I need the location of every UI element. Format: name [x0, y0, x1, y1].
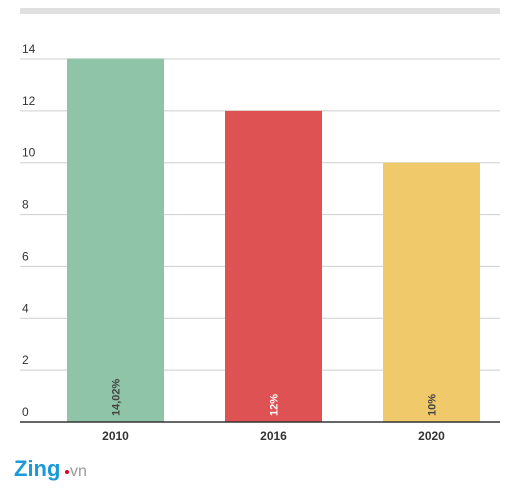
y-tick-label: 4 — [22, 301, 29, 315]
bar — [383, 162, 480, 422]
x-tick-label: 2010 — [102, 429, 129, 443]
y-tick-label: 6 — [22, 249, 29, 263]
logo-suffix: vn — [70, 463, 87, 480]
value-label: 14,02% — [111, 378, 123, 416]
value-label: 12% — [269, 394, 281, 416]
y-tick-label: 8 — [22, 198, 29, 212]
x-tick-label: 2016 — [260, 429, 287, 443]
x-tick-label: 2020 — [418, 429, 445, 443]
logo-brand: Zing — [14, 456, 60, 481]
y-tick-label: 0 — [22, 405, 29, 419]
bar — [225, 110, 322, 422]
value-label: 10% — [427, 394, 439, 416]
bar — [67, 58, 164, 422]
logo: Zing vn — [14, 456, 87, 481]
y-tick-label: 2 — [22, 353, 29, 367]
y-tick-label: 10 — [22, 146, 36, 160]
y-tick-label: 12 — [22, 94, 36, 108]
y-tick-label: 14 — [22, 42, 36, 56]
logo-dot — [65, 470, 69, 474]
top-bar — [20, 8, 500, 14]
